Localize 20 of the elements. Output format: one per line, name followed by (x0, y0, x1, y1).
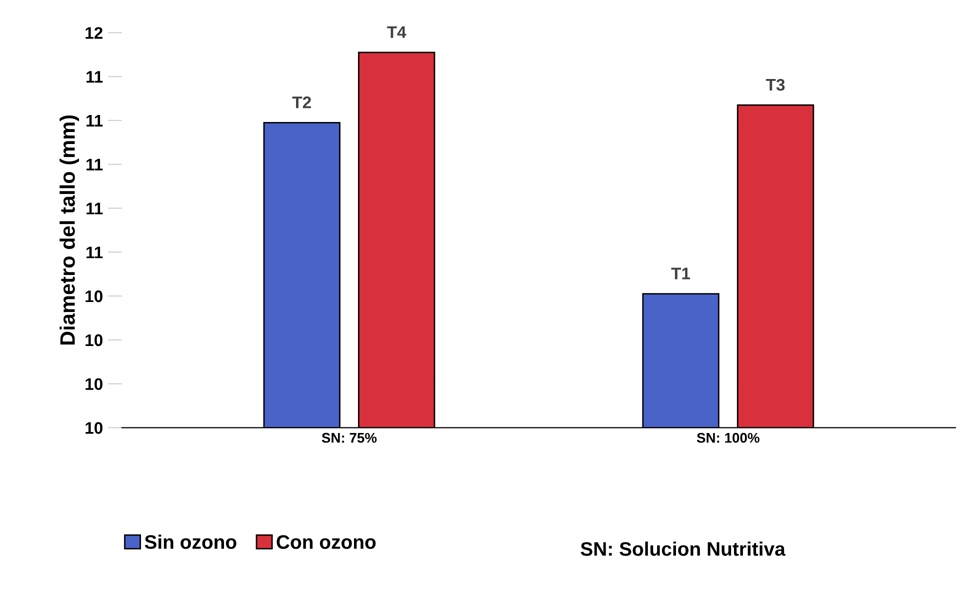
y-tick-label: 11 (86, 246, 103, 258)
y-tick-label: 11 (86, 71, 103, 83)
x-tick-label: SN: 100% (696, 432, 760, 443)
legend-label: Sin ozono (144, 534, 236, 549)
data-label: T1 (671, 268, 690, 280)
y-axis-title: Diametro del tallo (mm) (60, 115, 80, 345)
x-tick-label: SN: 75% (322, 432, 377, 443)
y-tick-label: 12 (86, 27, 102, 39)
y-tick-label: 11 (86, 115, 103, 126)
legend-label: Con ozono (276, 535, 376, 549)
y-tick-label: 11 (86, 202, 103, 214)
data-label: T3 (766, 78, 785, 91)
y-tick-label: 10 (86, 422, 102, 434)
y-tick-label: 10 (86, 334, 102, 346)
y-tick-label: 10 (86, 290, 102, 302)
data-label: T2 (292, 96, 311, 108)
y-tick-label: 10 (86, 378, 102, 390)
data-label: T4 (387, 26, 406, 38)
text: SN: Solucion Nutritiva (580, 542, 786, 556)
y-tick-label: 11 (86, 158, 103, 170)
